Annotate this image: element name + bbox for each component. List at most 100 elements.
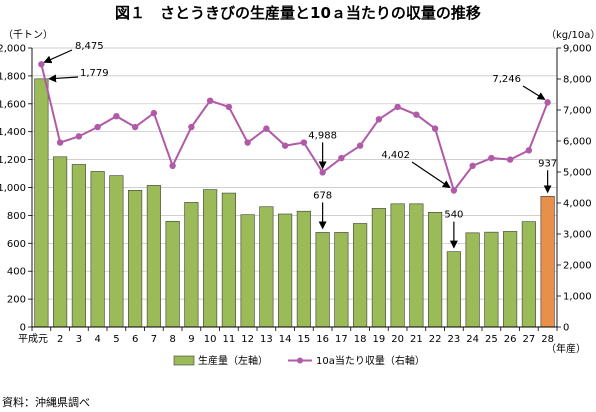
line-point xyxy=(413,111,420,118)
legend: 生産量（左軸） 10a当たり収量（右軸） xyxy=(173,354,425,367)
line-point xyxy=(56,139,64,146)
right-axis-tick-label: 0 xyxy=(563,323,569,334)
bar xyxy=(446,251,461,328)
line-point xyxy=(131,123,139,131)
annotation-arrow xyxy=(48,74,79,83)
x-axis-tick-label: 28 xyxy=(541,334,554,345)
bar-series xyxy=(34,78,555,328)
right-axis-unit: （kg/10a） xyxy=(546,29,596,41)
series-line xyxy=(40,64,549,193)
x-axis-tick-label: 5 xyxy=(113,334,119,345)
annotation-arrow xyxy=(411,161,451,189)
line-point xyxy=(38,61,45,68)
line-point xyxy=(375,116,383,123)
x-axis-tick-label: 13 xyxy=(260,334,273,345)
bar xyxy=(259,206,274,328)
annotation-arrow xyxy=(43,49,73,64)
bar xyxy=(165,220,180,328)
legend-label-line: 10a当たり収量（右軸） xyxy=(316,354,425,367)
legend-marker-line xyxy=(297,357,303,364)
annotation-label: 540 xyxy=(444,210,463,221)
bar xyxy=(521,221,536,328)
bar xyxy=(203,189,218,328)
left-axis-tick-label: 400 xyxy=(7,267,26,278)
left-axis-tick-label: 1,000 xyxy=(0,183,26,194)
bar xyxy=(296,210,311,328)
line-point xyxy=(338,154,345,162)
x-axis-tick-label: 17 xyxy=(335,334,348,345)
left-axis-tick-label: 800 xyxy=(7,211,26,222)
x-axis-tick-label: 27 xyxy=(523,334,536,345)
bar xyxy=(353,223,368,328)
x-axis-tick-label: 18 xyxy=(354,334,367,345)
annotation-label: 1,779 xyxy=(80,68,109,79)
bar xyxy=(428,212,443,328)
chart-title: 図１ さとうきびの生産量と10ａ当たりの収量の推移 xyxy=(115,4,481,22)
bar xyxy=(540,195,555,328)
x-axis-tick-label: 9 xyxy=(188,334,194,345)
line-point xyxy=(356,142,364,149)
annotation-label: 4,402 xyxy=(381,150,410,161)
right-axis-tick-label: 3,000 xyxy=(563,230,592,241)
annotation-label: 7,246 xyxy=(492,74,521,85)
x-axis-tick-label: 26 xyxy=(504,334,517,345)
bar xyxy=(503,231,518,328)
line-point xyxy=(150,109,158,117)
line-series xyxy=(38,61,551,194)
right-axis-tick-label: 2,000 xyxy=(563,261,592,272)
x-axis-tick-label: 25 xyxy=(485,334,498,345)
source-note: 資料：沖縄県調べ xyxy=(2,396,90,409)
line-point xyxy=(206,97,214,104)
bar xyxy=(146,185,161,328)
bar xyxy=(128,189,143,328)
legend-swatch-bar xyxy=(173,355,195,366)
x-axis-tick-label: 平成元 xyxy=(18,333,48,345)
x-axis-tick-label: 15 xyxy=(298,334,311,345)
left-axis-tick-label: 1,400 xyxy=(0,127,26,138)
x-axis-tick-label: 14 xyxy=(279,334,292,345)
line-point xyxy=(94,123,101,131)
right-axis-tick-label: 9,000 xyxy=(563,44,592,55)
bar xyxy=(315,232,330,328)
bar xyxy=(240,214,255,328)
left-axis-unit: （千トン） xyxy=(3,29,53,41)
x-axis-tick-label: 8 xyxy=(169,334,175,345)
line-point xyxy=(225,103,233,111)
bar xyxy=(371,208,386,328)
left-axis-tick-label: 0 xyxy=(20,323,26,334)
line-point xyxy=(450,187,458,194)
annotation-label: 937 xyxy=(538,158,557,169)
bar xyxy=(221,192,236,328)
bar xyxy=(71,164,86,328)
legend-label-bar: 生産量（左軸） xyxy=(198,354,268,367)
line-point xyxy=(544,99,551,106)
bar xyxy=(53,156,68,328)
annotations: 8,475 1,779 4,988 678 4,402 540 7,246 937 xyxy=(43,41,557,249)
x-axis-tick-label: 7 xyxy=(151,334,157,345)
x-axis-tick-label: 20 xyxy=(391,334,404,345)
annotation-label: 8,475 xyxy=(75,41,104,52)
line-point xyxy=(113,113,120,120)
x-axis-tick-label: 11 xyxy=(223,334,236,345)
right-axis-tick-label: 6,000 xyxy=(563,137,592,148)
left-axis-tick-label: 2,000 xyxy=(0,44,26,55)
right-axis-tick-label: 1,000 xyxy=(563,292,592,303)
left-axis-tick-label: 1,800 xyxy=(0,71,26,82)
bar xyxy=(90,171,105,328)
line-point xyxy=(263,125,270,132)
bar xyxy=(390,203,405,328)
x-axis-tick-label: 22 xyxy=(429,334,442,345)
annotation-arrow xyxy=(522,85,546,100)
line-point xyxy=(394,103,401,111)
x-axis-tick-label: 16 xyxy=(316,334,329,345)
line-point xyxy=(319,169,326,176)
line-point xyxy=(281,142,289,149)
bar xyxy=(278,213,293,328)
left-axis-tick-label: 1,600 xyxy=(0,99,26,110)
x-axis-tick-label: 6 xyxy=(132,334,138,345)
x-axis-tick-label: 10 xyxy=(204,334,217,345)
right-axis-tick-label: 5,000 xyxy=(563,168,592,179)
right-axis-tick-label: 4,000 xyxy=(563,199,592,210)
line-point xyxy=(169,162,176,169)
